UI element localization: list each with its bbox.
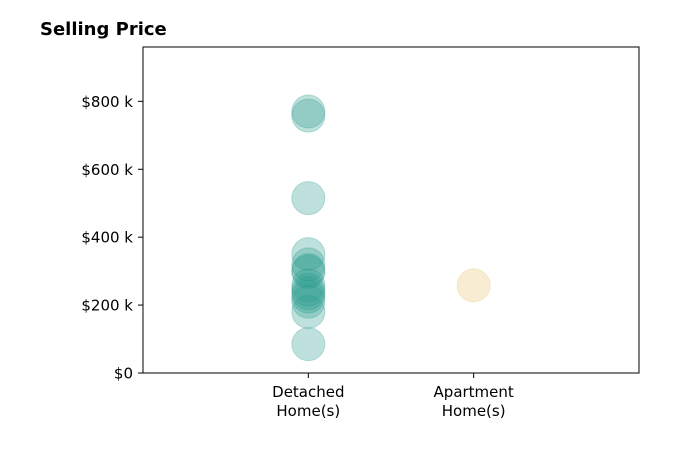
x-tick-label: Detached Home(s) <box>272 383 344 420</box>
data-point <box>291 294 326 329</box>
chart-title: Selling Price <box>40 19 167 40</box>
y-tick-label: $400 k <box>81 229 133 247</box>
y-axis: $0 $200 k $400 k $600 k $800 k <box>81 93 143 383</box>
data-point <box>291 279 326 314</box>
data-point <box>291 247 326 282</box>
x-tick-label: Apartment Home(s) <box>434 383 514 420</box>
data-point <box>291 253 326 288</box>
data-point <box>291 237 326 272</box>
data-point <box>291 284 326 319</box>
y-tick-label: $0 <box>114 365 133 383</box>
data-point <box>291 94 326 129</box>
y-tick-label: $600 k <box>81 161 133 179</box>
data-point <box>291 268 326 303</box>
data-point <box>291 98 326 133</box>
y-tick-label: $200 k <box>81 297 133 315</box>
points-layer <box>291 94 491 362</box>
data-point <box>456 268 491 303</box>
data-point <box>291 181 326 216</box>
data-point <box>291 272 326 307</box>
y-tick-label: $800 k <box>81 93 133 111</box>
data-point <box>291 254 326 289</box>
plot-frame <box>142 46 640 374</box>
x-axis: Detached Home(s) Apartment Home(s) <box>272 373 514 420</box>
data-point <box>291 327 326 362</box>
data-point <box>291 276 326 311</box>
